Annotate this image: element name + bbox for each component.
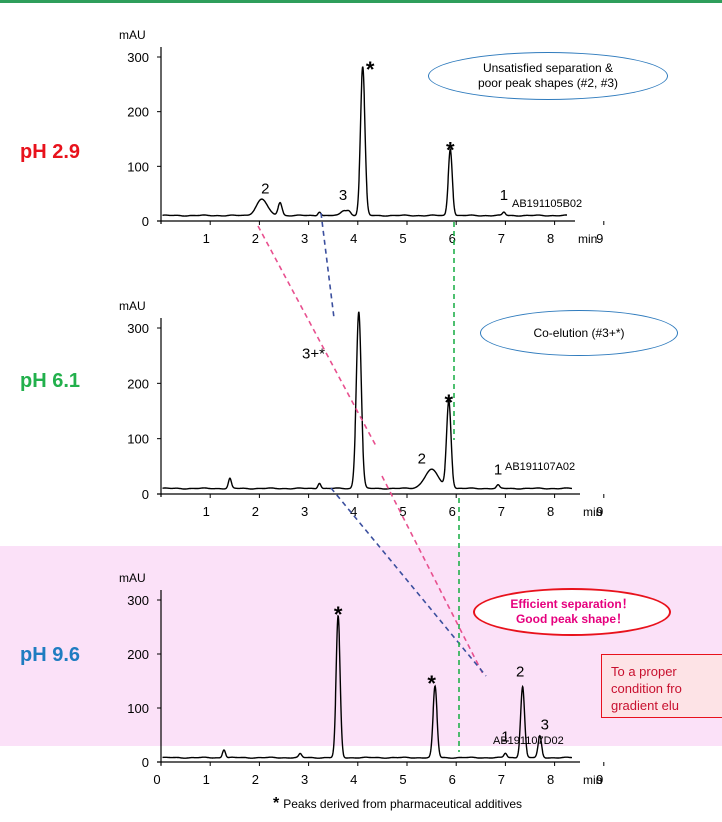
x-tick-label: 2 [252, 772, 259, 787]
y-axis-label: mAU [119, 28, 146, 42]
x-tick-label: 6 [449, 231, 456, 246]
file-id: AB191107A02 [505, 461, 575, 473]
note-line: gradient elu [611, 698, 679, 713]
file-id: AB191107D02 [493, 735, 564, 747]
callout-efficient-separation: Efficient separation！ Good peak shape！ [473, 588, 671, 636]
peak2-tracking-line [381, 475, 485, 677]
peak3-tracking-line [320, 212, 335, 319]
callout-line: Co-elution (#3+*) [533, 325, 625, 340]
y-tick-label: 0 [142, 214, 149, 229]
x-tick-label: 1 [203, 504, 210, 519]
peak-marker-asterisk: * [445, 390, 454, 415]
peak2-tracking-line [257, 225, 377, 447]
peak-marker-asterisk: * [446, 138, 455, 163]
y-tick-label: 300 [127, 593, 149, 608]
file-id: AB191105B02 [512, 198, 582, 210]
x-tick-label: 1 [203, 772, 210, 787]
y-tick-label: 0 [142, 487, 149, 502]
peak-label: 1 [494, 462, 502, 479]
x-axis-label: min [583, 505, 602, 519]
y-tick-label: 300 [127, 321, 149, 336]
x-tick-label: 4 [350, 772, 357, 787]
y-tick-label: 100 [127, 159, 149, 174]
y-tick-label: 200 [127, 647, 149, 662]
note-line: condition fro [611, 681, 682, 696]
callout-line: Good peak shape！ [515, 612, 628, 626]
peak-marker-asterisk: * [366, 57, 375, 82]
y-tick-label: 100 [127, 701, 149, 716]
x-tick-label: 6 [449, 772, 456, 787]
x-tick-label: 2 [252, 504, 259, 519]
peak-marker-asterisk: * [334, 602, 343, 627]
note-line: To a proper [611, 664, 677, 679]
y-axis-label: mAU [119, 571, 146, 585]
callout-line: Unsatisfied separation & [482, 61, 614, 75]
callout-unsatisfied-separation: Unsatisfied separation & poor peak shape… [428, 52, 668, 100]
chromatogram-trace [162, 66, 567, 217]
x-tick-label: 4 [350, 231, 357, 246]
peak-label: 1 [500, 187, 508, 204]
x-tick-label: 3 [301, 504, 308, 519]
ph-label: pH 2.9 [20, 141, 80, 163]
callout-co-elution: Co-elution (#3+*) [480, 310, 678, 356]
top-divider [0, 0, 722, 3]
x-axis-label: min [583, 773, 602, 787]
peak-label: 3 [339, 187, 347, 204]
chromatogram-trace [162, 311, 572, 490]
peak-marker-asterisk: * [427, 671, 436, 696]
x-tick-label: 6 [449, 504, 456, 519]
x-tick-label: 3 [301, 231, 308, 246]
x-tick-label: 7 [498, 504, 505, 519]
x-axis-label: min [578, 232, 597, 246]
callout-line: Efficient separation！ [510, 597, 634, 611]
x-tick-label: 5 [399, 231, 406, 246]
x-tick-label: 3 [301, 772, 308, 787]
x-tick-label: 5 [399, 772, 406, 787]
x-tick-label: 2 [252, 231, 259, 246]
callout-line: poor peak shapes (#2, #3) [477, 76, 619, 90]
x-tick-label: 8 [547, 504, 554, 519]
y-tick-label: 100 [127, 432, 149, 447]
x-tick-label: 0 [153, 772, 160, 787]
peak-label: 2 [516, 664, 524, 681]
x-tick-label: 7 [498, 231, 505, 246]
footnote-text: Peaks derived from pharmaceutical additi… [283, 797, 523, 811]
x-tick-label: 8 [547, 231, 554, 246]
asterisk-icon: * [273, 795, 280, 812]
x-tick-label: 7 [498, 772, 505, 787]
peak-label: 3+* [302, 345, 325, 362]
y-tick-label: 300 [127, 50, 149, 65]
peak3-tracking-line [330, 487, 487, 677]
peak-label: 3 [541, 717, 549, 734]
y-tick-label: 0 [142, 755, 149, 770]
ph-label: pH 6.1 [20, 370, 80, 392]
x-tick-label: 9 [596, 231, 603, 246]
x-tick-label: 9 [596, 504, 603, 519]
proper-condition-note: To a proper condition fro gradient elu [601, 654, 722, 718]
peak-label: 2 [261, 181, 269, 198]
y-tick-label: 200 [127, 376, 149, 391]
ph-label: pH 9.6 [20, 644, 80, 666]
x-tick-label: 8 [547, 772, 554, 787]
peak-label: 2 [418, 451, 426, 468]
x-tick-label: 5 [399, 504, 406, 519]
chromatogram-trace [162, 614, 572, 759]
peak-label: 1 [501, 728, 509, 745]
x-tick-label: 9 [596, 772, 603, 787]
y-tick-label: 200 [127, 105, 149, 120]
x-tick-label: 4 [350, 504, 357, 519]
y-axis-label: mAU [119, 299, 146, 313]
footnote: * Peaks derived from pharmaceutical addit… [273, 795, 522, 813]
x-tick-label: 1 [203, 231, 210, 246]
